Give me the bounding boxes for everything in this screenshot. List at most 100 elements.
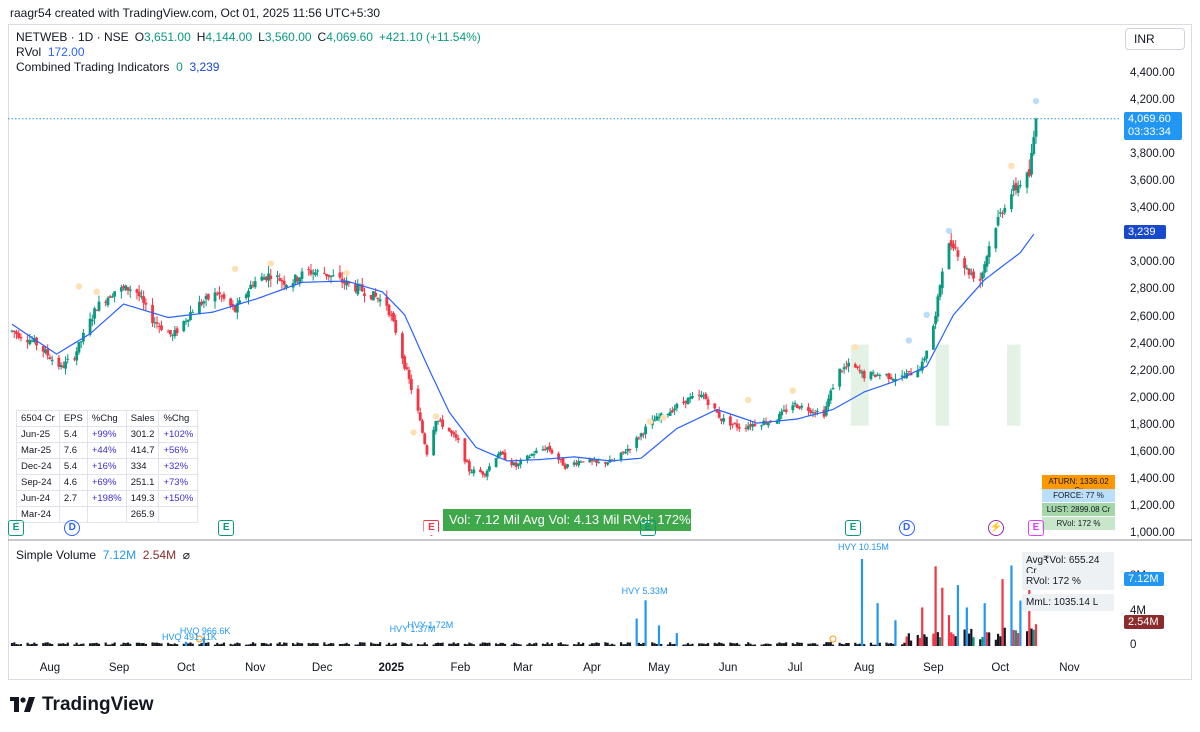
candle-body <box>978 278 982 281</box>
earnings-event-icon[interactable]: E <box>1028 520 1044 536</box>
symbol-legend[interactable]: NETWEB · 1D · NSE O3,651.00 H4,144.00 L3… <box>16 30 481 44</box>
volume-bar <box>619 642 623 646</box>
volume-bar <box>309 643 313 646</box>
candle-body <box>485 470 489 477</box>
earnings-event-icon[interactable]: E <box>218 520 235 536</box>
candle-body <box>298 277 302 284</box>
candle-body <box>372 291 375 301</box>
volume-bar <box>718 642 721 646</box>
pivot-dot <box>789 387 797 394</box>
table-cell: Dec-24 <box>16 458 60 475</box>
candle-body <box>871 372 875 374</box>
table-cell: 334 <box>125 458 160 475</box>
volume-bar <box>408 644 411 646</box>
candle-body <box>965 267 969 269</box>
symbol-name[interactable]: NETWEB · 1D · NSE <box>16 30 129 44</box>
candle-body <box>264 276 268 281</box>
candle-body <box>106 297 110 306</box>
indicator-rvol[interactable]: RVol 172.00 <box>16 45 85 59</box>
time-tick-label: Nov <box>1059 662 1080 674</box>
candle-body <box>441 419 444 427</box>
volume-bar <box>530 644 533 646</box>
earnings-event-icon[interactable]: E <box>845 520 862 536</box>
volume-bar <box>729 642 732 646</box>
volume-bar <box>510 644 513 646</box>
candle-body <box>57 357 61 367</box>
candle-body <box>191 312 195 314</box>
candle-body <box>840 370 844 372</box>
volume-annotation: HVY 1.72M <box>407 620 454 630</box>
candle-body <box>566 464 569 468</box>
indicator-combined[interactable]: Combined Trading Indicators 0 3,239 <box>16 60 219 74</box>
volume-bar <box>559 642 562 646</box>
volume-pane-legend[interactable]: Simple Volume 7.12M 2.54M ⌀ <box>16 548 190 562</box>
candle-body <box>983 264 987 273</box>
candle-body <box>798 406 801 409</box>
table-cell: 265.9 <box>125 506 160 523</box>
volume-bar <box>325 644 328 646</box>
candle-body <box>322 272 326 274</box>
time-tick-label: Dec <box>311 662 333 674</box>
candle-body <box>235 303 239 313</box>
volume-bar <box>985 632 989 646</box>
candle-body <box>35 337 38 346</box>
volume-bar <box>153 642 156 646</box>
candle-body <box>737 427 741 429</box>
volume-bar <box>613 644 616 646</box>
moving-average-line <box>11 233 1035 462</box>
dividend-event-icon[interactable]: D <box>898 520 915 536</box>
price-tick-label: 1,600.00 <box>1130 445 1175 458</box>
volume-bar <box>785 642 788 646</box>
volume-bar <box>577 642 580 646</box>
earnings-event-icon[interactable]: E <box>423 520 440 536</box>
candle-body <box>186 319 190 322</box>
volume-bar <box>358 642 362 646</box>
volume-bar <box>231 644 234 646</box>
volume-bar <box>778 642 781 646</box>
candle-body <box>579 461 583 463</box>
candle-body <box>666 414 670 416</box>
volume-bar <box>983 603 986 646</box>
volume-bar <box>216 642 219 646</box>
candle-body <box>969 273 973 275</box>
candle-body <box>374 292 378 297</box>
volume-bar <box>501 642 504 646</box>
dividend-event-icon[interactable]: D <box>64 520 81 536</box>
volume-bar <box>838 642 841 646</box>
earnings-event-icon[interactable]: E <box>639 520 656 536</box>
table-header-cell: 6504 Cr <box>16 410 60 427</box>
highlight-zone <box>1006 344 1021 426</box>
stat-row: RVol: 172 % <box>1042 517 1115 530</box>
volume-bar <box>218 644 221 646</box>
hide-icon[interactable]: ⌀ <box>182 548 191 562</box>
candle-body <box>559 458 563 460</box>
volume-bar <box>314 643 317 646</box>
volume-bar <box>191 643 194 646</box>
tradingview-logo[interactable]: TradingView <box>10 694 154 716</box>
volume-bar <box>869 642 873 646</box>
candle-body <box>704 393 708 400</box>
volume-bar <box>372 643 375 646</box>
volume-bar <box>470 643 473 646</box>
candle-body <box>510 460 514 465</box>
candle-body <box>548 445 552 451</box>
volume-bar <box>566 644 569 646</box>
candle-body <box>844 366 848 368</box>
candle-body <box>987 246 991 258</box>
volume-bar <box>972 637 975 646</box>
volume-bar <box>624 644 627 646</box>
volume-bar <box>329 643 333 646</box>
currency-selector[interactable]: INR <box>1125 28 1185 50</box>
volume-bar <box>936 632 939 646</box>
volume-bar <box>653 643 656 646</box>
volume-bar <box>894 620 897 646</box>
candle-body <box>595 459 598 463</box>
volume-bar <box>254 643 257 646</box>
candle-body <box>472 469 476 474</box>
lightning-event-icon[interactable]: ⚡ <box>987 520 1004 536</box>
volume-bar <box>876 603 879 646</box>
earnings-event-icon[interactable]: E <box>8 520 24 536</box>
candle-body <box>499 452 502 455</box>
candle-body <box>481 471 485 475</box>
